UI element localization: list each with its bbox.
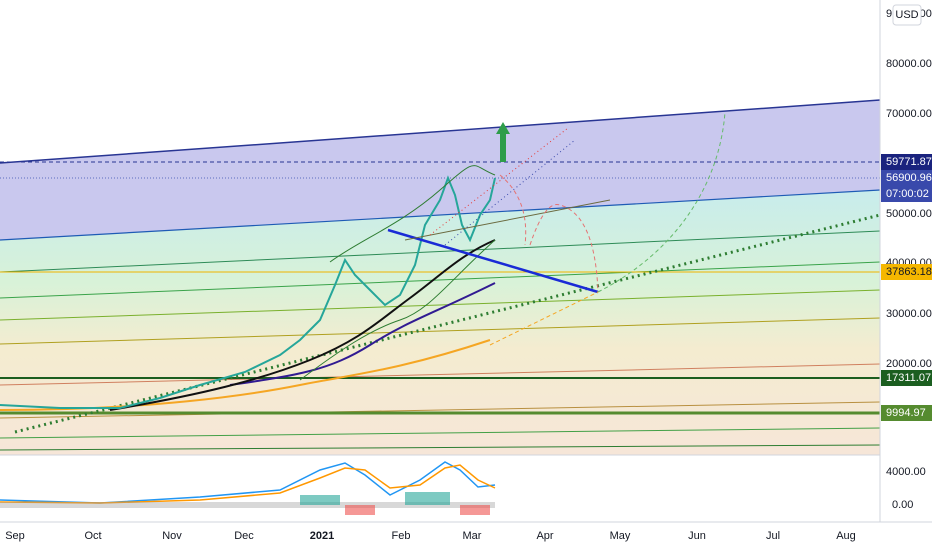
fib-line	[0, 289, 881, 321]
time-label: Aug	[836, 530, 856, 542]
price-label: 80000.00	[886, 58, 932, 70]
projection	[597, 111, 726, 293]
trend-line	[14, 213, 881, 434]
fib-line	[0, 230, 881, 273]
price-tag-text: 56900.96	[886, 172, 932, 184]
fib-line	[0, 444, 881, 451]
bollinger-upper	[329, 165, 496, 263]
price-tag-text: 59771.87	[886, 156, 932, 168]
price-tag	[881, 405, 932, 421]
bollinger-lower	[299, 239, 496, 381]
price-label: 70000.00	[886, 108, 932, 120]
macd-label: 4000.00	[886, 466, 926, 478]
time-label: Mar	[463, 530, 482, 542]
price-label: 30000.00	[886, 308, 932, 320]
price-series	[0, 175, 496, 409]
time-label: Dec	[234, 530, 254, 542]
price-tag	[881, 264, 932, 280]
price-tag-text: 9994.97	[886, 407, 926, 419]
fib-line	[0, 363, 881, 386]
fib-line	[0, 401, 881, 419]
time-label: Jun	[688, 530, 706, 542]
fib-line	[0, 427, 881, 439]
price-tag	[881, 170, 932, 202]
macd-label: 0.00	[892, 499, 913, 511]
projection	[489, 291, 599, 346]
channel-band	[0, 100, 880, 240]
time-label: Jul	[766, 530, 780, 542]
price-label: 50000.00	[886, 208, 932, 220]
projection	[499, 174, 599, 293]
price-tag-text: 17311.07	[886, 372, 931, 384]
ma-50	[109, 239, 496, 411]
macd-line	[0, 461, 496, 504]
channel-mid	[0, 189, 881, 241]
time-label: Oct	[84, 530, 101, 542]
channel-top	[0, 99, 881, 164]
drawn-line	[387, 228, 599, 294]
histogram	[460, 505, 490, 515]
time-label: Sep	[5, 530, 25, 542]
fib-line	[0, 261, 881, 299]
price-label: 20000.00	[886, 358, 932, 370]
ma-200	[0, 339, 491, 411]
price-tag	[881, 154, 932, 170]
histogram	[405, 492, 450, 505]
histogram	[300, 495, 340, 505]
price-tag-text: 37863.18	[886, 266, 932, 278]
time-label: Nov	[162, 530, 182, 542]
fib-line	[0, 317, 881, 345]
time-label: Feb	[392, 530, 411, 542]
time-label: May	[610, 530, 631, 542]
time-label: Apr	[536, 530, 553, 542]
countdown: 07:00:02	[886, 188, 929, 200]
currency-button[interactable]	[892, 4, 922, 26]
up-arrow	[496, 122, 510, 162]
drawn-line	[404, 199, 611, 241]
signal-line	[0, 464, 496, 504]
ma-100	[229, 282, 496, 386]
currency-label[interactable]: USD	[895, 9, 918, 21]
histogram	[345, 505, 375, 515]
price-axis	[880, 0, 932, 522]
price-tag	[881, 370, 932, 386]
time-label: 2021	[310, 530, 334, 542]
